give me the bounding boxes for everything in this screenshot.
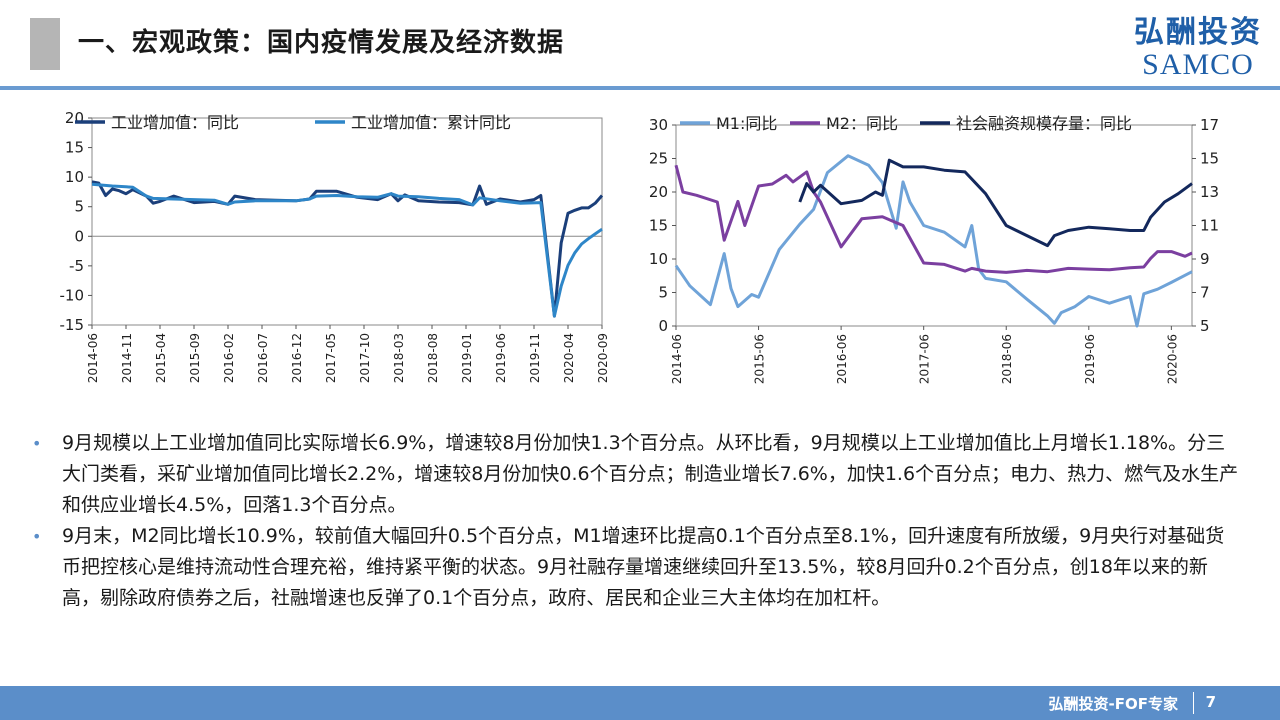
bullet-text: 9月规模以上工业增加值同比实际增长6.9%，增速较8月份加快1.3个百分点。从环… (62, 432, 1239, 516)
x-tick-label: 2020-04 (562, 333, 576, 383)
legend-label: M1:同比 (716, 114, 777, 133)
y2-tick-label: 9 (1200, 250, 1210, 268)
y-tick-label: 20 (65, 109, 84, 127)
x-tick-label: 2016-06 (835, 334, 849, 384)
x-tick-label: 2018-03 (392, 333, 406, 383)
y-tick-label: 10 (649, 250, 668, 268)
x-tick-label: 2017-06 (918, 334, 932, 384)
y-tick-label: -10 (60, 286, 85, 304)
brand-logo: 弘酬投资 SAMCO (1134, 16, 1262, 80)
y-tick-label: 0 (658, 317, 668, 335)
y-tick-label: 15 (649, 217, 668, 235)
bullet-industrial: • 9月规模以上工业增加值同比实际增长6.9%，增速较8月份加快1.3个百分点。… (28, 428, 1243, 521)
y2-tick-label: 5 (1200, 317, 1210, 335)
footer-text: 弘酬投资-FOF专家 (1048, 695, 1178, 713)
x-tick-label: 2018-06 (1000, 334, 1014, 384)
legend-label: 社会融资规模存量：同比 (956, 114, 1132, 133)
y2-tick-label: 15 (1200, 150, 1219, 168)
y-tick-label: 10 (65, 168, 84, 186)
page-number: 7 (1205, 693, 1216, 711)
x-tick-label: 2019-01 (460, 333, 474, 383)
x-tick-label: 2015-06 (753, 334, 767, 384)
y2-tick-label: 17 (1200, 116, 1219, 134)
x-tick-label: 2015-09 (188, 333, 202, 383)
legend-label: M2：同比 (826, 114, 898, 133)
x-tick-label: 2020-06 (1165, 334, 1179, 384)
y-tick-label: 5 (658, 284, 668, 302)
x-tick-label: 2014-06 (86, 333, 100, 383)
x-tick-label: 2017-10 (358, 333, 372, 383)
title-accent-bar (30, 18, 60, 70)
brand-name-cn: 弘酬投资 (1134, 15, 1262, 50)
header-divider (0, 86, 1280, 90)
y2-tick-label: 13 (1200, 183, 1219, 201)
x-tick-label: 2016-12 (290, 333, 304, 383)
plot-frame (91, 117, 603, 326)
y-tick-label: 15 (65, 139, 84, 157)
y-tick-label: 5 (74, 198, 84, 216)
y2-tick-label: 7 (1200, 284, 1210, 302)
series-line-2 (91, 182, 603, 318)
commentary: • 9月规模以上工业增加值同比实际增长6.9%，增速较8月份加快1.3个百分点。… (28, 428, 1243, 614)
x-tick-label: 2015-04 (154, 333, 168, 383)
y2-tick-label: 11 (1200, 217, 1219, 235)
x-tick-label: 2014-06 (670, 334, 684, 384)
industrial-output-chart: -15 -10 -5 0 5 10 15 20 2014-06 2014-11 2015-04 201… (60, 109, 611, 383)
series-line-2 (674, 164, 1193, 274)
x-tick-label: 2014-11 (120, 333, 134, 383)
bullet-money-supply: • 9月末，M2同比增长10.9%，较前值大幅回升0.5个百分点，M1增速环比提… (28, 521, 1243, 614)
y-tick-label: 20 (649, 183, 668, 201)
y-tick-label: -5 (69, 257, 84, 275)
x-tick-label: 2017-05 (324, 333, 338, 383)
footer-bar: 弘酬投资-FOF专家 7 (0, 686, 1280, 720)
footer-separator (1193, 692, 1194, 714)
brand-name-en: SAMCO (1142, 48, 1254, 81)
x-tick-label: 2019-06 (1083, 334, 1097, 384)
x-tick-label: 2019-06 (494, 333, 508, 383)
series-line-1 (674, 154, 1193, 328)
x-tick-label: 2019-11 (528, 333, 542, 383)
page-title: 一、宏观政策：国内疫情发展及经济数据 (78, 28, 565, 58)
bullet-dot-icon: • (32, 527, 42, 546)
bullet-text: 9月末，M2同比增长10.9%，较前值大幅回升0.5个百分点，M1增速环比提高0… (62, 525, 1225, 609)
legend-label: 工业增加值：累计同比 (351, 113, 511, 132)
x-tick-label: 2020-09 (596, 333, 610, 383)
y-tick-label: 0 (74, 227, 84, 245)
series-line-3 (798, 158, 1193, 248)
y-tick-label: 25 (649, 150, 668, 168)
x-tick-label: 2018-08 (426, 333, 440, 383)
x-tick-label: 2016-07 (256, 333, 270, 383)
legend-label: 工业增加值：同比 (111, 113, 239, 132)
y-tick-label: -15 (60, 316, 85, 334)
bullet-dot-icon: • (32, 434, 42, 453)
x-tick-label: 2016-02 (222, 333, 236, 383)
money-supply-chart: 0 5 10 15 20 25 30 5 7 9 11 13 15 17 2014-06 2015-06 201… (649, 114, 1219, 384)
y-tick-label: 30 (649, 116, 668, 134)
